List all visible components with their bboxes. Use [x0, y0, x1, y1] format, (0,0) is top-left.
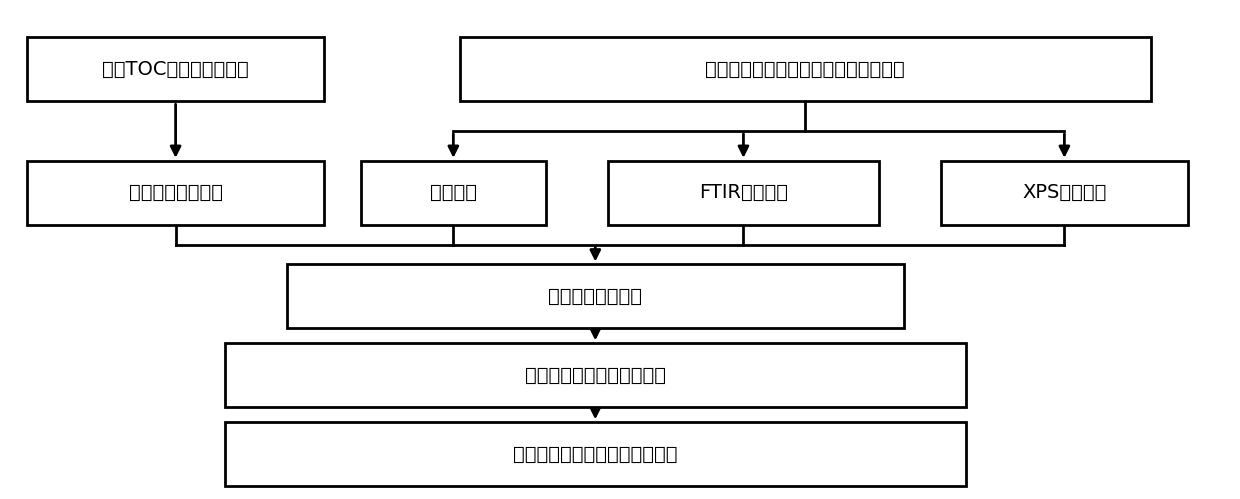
Text: 最终的干酪根平均分子结构: 最终的干酪根平均分子结构 — [525, 366, 666, 385]
Bar — [286, 264, 904, 328]
Bar — [608, 161, 879, 225]
Bar — [27, 161, 324, 225]
Text: 干酪根三维分子模型，模型检验: 干酪根三维分子模型，模型检验 — [513, 445, 677, 464]
Bar — [224, 343, 966, 407]
Text: 元素分析: 元素分析 — [430, 183, 477, 202]
Text: 页岩沥青抽提、酸化处理，获得干酪根: 页岩沥青抽提、酸化处理，获得干酪根 — [706, 60, 905, 79]
Bar — [27, 37, 324, 101]
Bar — [224, 422, 966, 487]
Bar — [361, 161, 546, 225]
Text: XPS谱图分析: XPS谱图分析 — [1022, 183, 1106, 202]
Bar — [460, 37, 1151, 101]
Text: FTIR光谱分析: FTIR光谱分析 — [699, 183, 787, 202]
Bar — [941, 161, 1188, 225]
Text: 页岩TOC测试、热解实验: 页岩TOC测试、热解实验 — [102, 60, 249, 79]
Text: 平均结构参数获取: 平均结构参数获取 — [129, 183, 223, 202]
Text: 初始化学结构建立: 初始化学结构建立 — [548, 287, 642, 306]
